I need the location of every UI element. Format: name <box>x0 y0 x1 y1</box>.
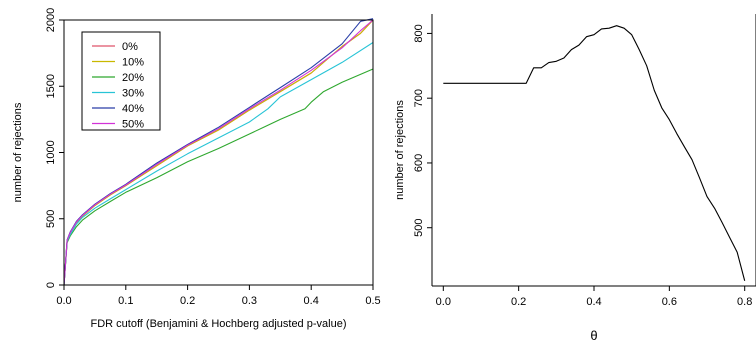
rejections-vs-fdr-chart: 0.0 0.1 0.2 0.3 0.4 0.5 0 500 1000 1500 2000 FDR cu… <box>12 8 381 330</box>
legend-label: 50% <box>122 119 144 131</box>
legend-label: 30% <box>122 88 144 100</box>
x-tick-label: 0.8 <box>737 296 752 308</box>
y-axis-title: number of rejections <box>12 102 24 202</box>
legend-item: 0% <box>92 41 138 53</box>
x-tick-label: 0.6 <box>662 296 677 308</box>
x-tick-label: 0.0 <box>436 296 451 308</box>
series-line-30pct <box>63 42 374 286</box>
legend: 0% 10% 20% 30% 40% 50% <box>81 31 161 131</box>
legend-label: 0% <box>122 41 138 53</box>
legend-label: 40% <box>122 103 144 115</box>
legend-box <box>81 31 161 131</box>
y-tick-label: 1000 <box>45 140 57 164</box>
y-tick-label: 0 <box>45 282 57 288</box>
x-tick-label: 0.4 <box>304 295 319 307</box>
x-axis-title: θ <box>590 328 597 343</box>
y-tick-label: 2000 <box>45 8 57 32</box>
y-tick-label: 1500 <box>45 74 57 98</box>
rejections-vs-theta-chart: 0.0 0.2 0.4 0.6 0.8 500 600 700 800 θ number of re… <box>394 14 756 343</box>
legend-item: 40% <box>92 103 144 115</box>
x-tick-label: 0.0 <box>56 295 71 307</box>
legend-label: 10% <box>122 57 144 69</box>
x-tick-label: 0.3 <box>242 295 257 307</box>
x-tick-label: 0.2 <box>511 296 526 308</box>
x-tick-label: 0.4 <box>586 296 601 308</box>
y-tick-label: 500 <box>413 219 425 237</box>
series-line-20pct <box>63 68 374 286</box>
y-tick-label: 500 <box>45 210 57 228</box>
series-line-0 <box>443 25 746 281</box>
legend-item: 10% <box>92 57 144 69</box>
legend-label: 20% <box>122 72 144 84</box>
legend-item: 20% <box>92 72 144 84</box>
x-tick-label: 0.1 <box>118 295 133 307</box>
legend-item: 50% <box>92 119 144 131</box>
y-axis-title: number of rejections <box>394 100 406 200</box>
y-tick-label: 600 <box>413 154 425 172</box>
legend-item: 30% <box>92 88 144 100</box>
x-tick-label: 0.2 <box>180 295 195 307</box>
y-tick-label: 700 <box>413 89 425 107</box>
series-line-50pct <box>63 19 374 286</box>
x-axis-title: FDR cutoff (Benjamini & Hochberg adjuste… <box>91 318 347 330</box>
y-tick-label: 800 <box>413 24 425 42</box>
x-tick-label: 0.5 <box>365 295 380 307</box>
